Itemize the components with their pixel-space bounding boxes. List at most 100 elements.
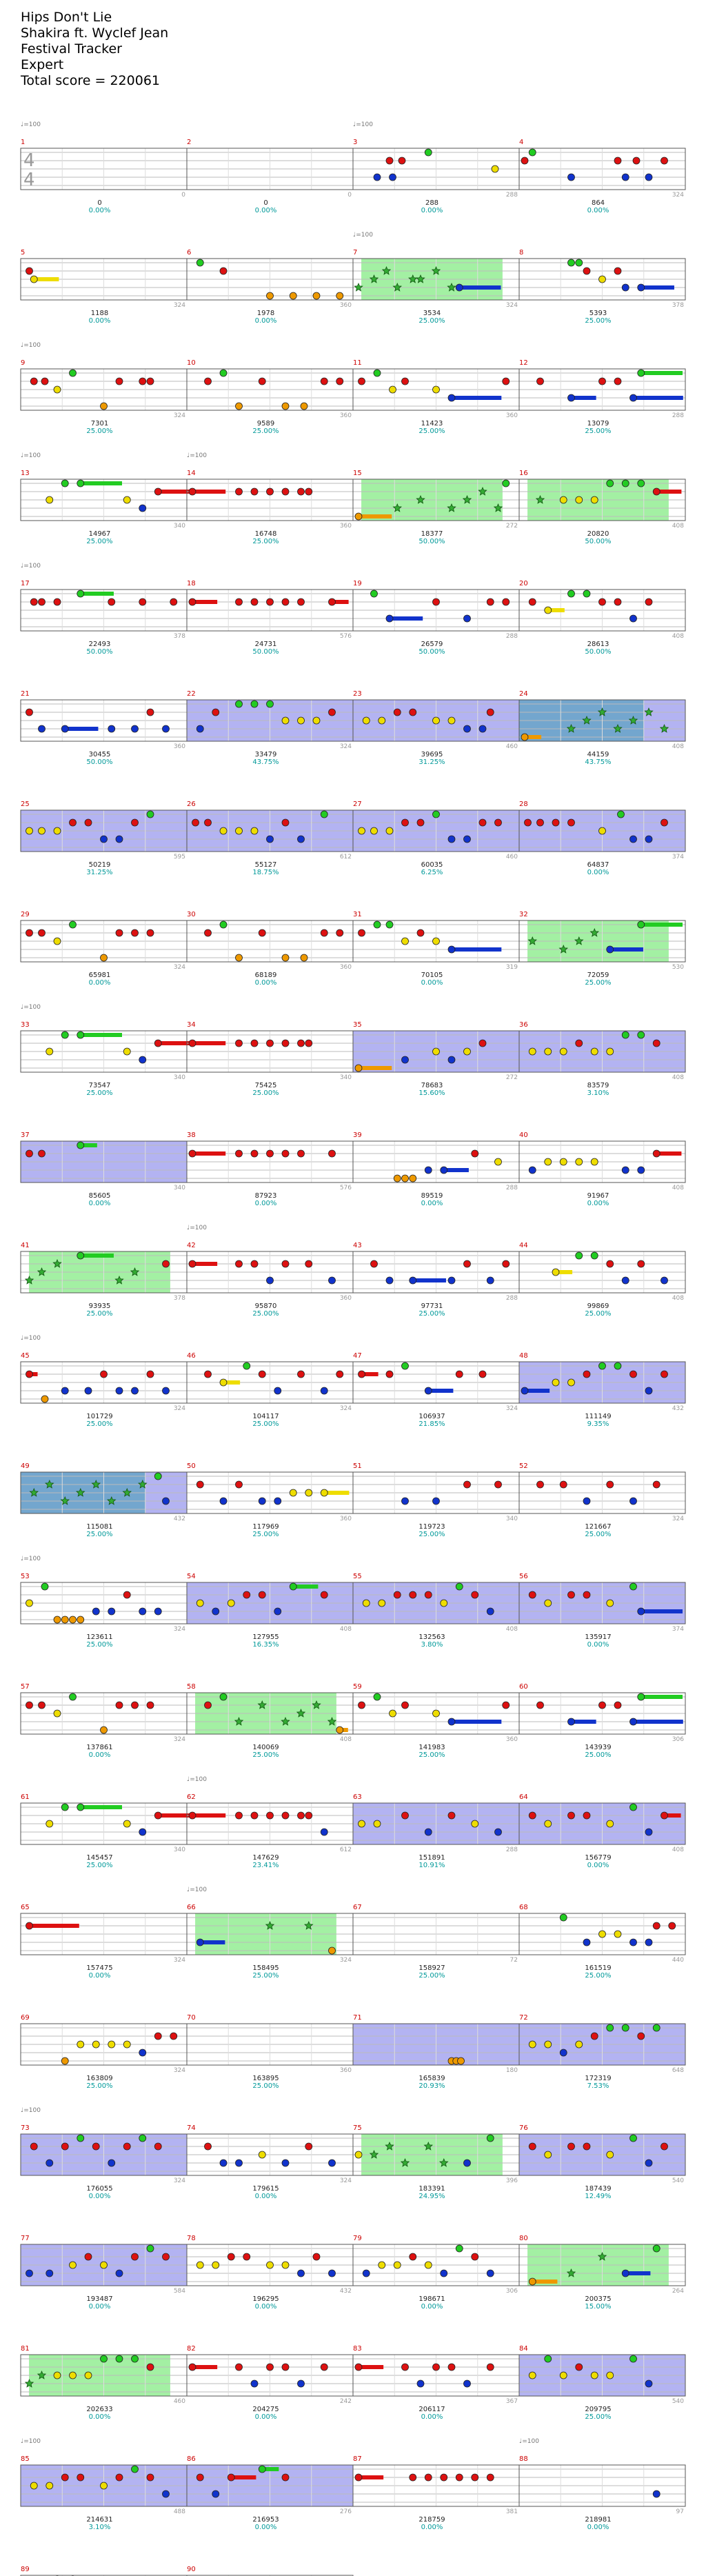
measure-number: 28 xyxy=(519,801,528,808)
measure-percent: 25.00% xyxy=(86,1310,112,1318)
note-b xyxy=(274,1387,282,1395)
measure-border xyxy=(518,368,686,411)
note-r xyxy=(84,818,92,827)
measure-percent: 25.00% xyxy=(252,427,279,435)
measure-83 xyxy=(352,2354,520,2397)
note-b xyxy=(478,725,487,733)
sustain-tail xyxy=(29,1372,38,1376)
note-g xyxy=(637,1693,645,1701)
note-y xyxy=(544,1820,552,1828)
note-y xyxy=(46,2482,54,2490)
measure-31 xyxy=(352,920,520,963)
note-y xyxy=(123,496,131,504)
measure-score: 26579 xyxy=(421,641,443,648)
note-g xyxy=(575,259,583,267)
note-y xyxy=(590,1158,598,1166)
measure-ticks: 595 xyxy=(174,854,185,861)
note-b xyxy=(424,1828,432,1836)
note-o xyxy=(100,954,108,962)
measure-number: 31 xyxy=(353,911,362,918)
note-r xyxy=(528,1811,536,1820)
measure-number: 85 xyxy=(21,2455,30,2463)
measure-ticks: 381 xyxy=(506,2508,518,2515)
note-g xyxy=(373,369,381,377)
measure-percent: 25.00% xyxy=(585,2413,611,2421)
measure-percent: 0.00% xyxy=(89,2193,111,2200)
measure-72 xyxy=(518,2023,686,2066)
measure-number: 68 xyxy=(519,1904,528,1911)
note-r xyxy=(188,1149,196,1158)
note-b xyxy=(621,2269,629,2277)
measure-percent: 6.25% xyxy=(421,869,443,876)
note-y xyxy=(494,1158,502,1166)
measure-number: 19 xyxy=(353,580,362,587)
note-b xyxy=(629,614,637,623)
note-g xyxy=(528,148,536,157)
note-r xyxy=(227,2253,235,2261)
sustain-tail xyxy=(324,1491,350,1495)
sustain-tail xyxy=(223,1380,241,1385)
measure-percent: 25.00% xyxy=(585,1751,611,1759)
measure-percent: 0.00% xyxy=(89,317,111,325)
note-r xyxy=(354,2363,363,2371)
note-r xyxy=(305,1039,313,1047)
note-r xyxy=(528,2142,536,2151)
measure-percent: 21.85% xyxy=(418,1420,445,1428)
measure-border xyxy=(518,1913,686,1955)
note-b xyxy=(424,1387,432,1395)
note-b xyxy=(486,1276,494,1285)
note-g xyxy=(77,590,85,598)
note-r xyxy=(552,818,560,827)
note-b xyxy=(219,1497,228,1505)
measure-score: 11423 xyxy=(421,420,443,427)
measure-number: 77 xyxy=(21,2235,30,2242)
measure-percent: 0.00% xyxy=(421,2303,443,2311)
star-note xyxy=(597,707,607,716)
note-r xyxy=(583,1591,591,1599)
note-y xyxy=(53,937,61,945)
note-g xyxy=(424,148,432,157)
measure-ticks: 530 xyxy=(672,964,684,971)
tracker-name: Festival Tracker xyxy=(21,41,122,57)
note-r xyxy=(328,1149,336,1158)
measure-ticks: 340 xyxy=(174,1074,185,1081)
measure-51 xyxy=(352,1471,520,1514)
note-r xyxy=(645,598,653,606)
note-b xyxy=(373,173,381,181)
measure-number: 22 xyxy=(187,690,196,698)
star-note xyxy=(644,707,654,716)
note-r xyxy=(660,157,668,165)
note-b xyxy=(424,1166,432,1174)
note-b xyxy=(447,945,456,954)
note-g xyxy=(41,1582,49,1591)
sustain-tail xyxy=(571,1720,596,1724)
note-b xyxy=(486,2269,494,2277)
note-g xyxy=(370,590,378,598)
measure-number: 87 xyxy=(353,2455,362,2463)
sustain-tail xyxy=(656,490,682,494)
measure-number: 46 xyxy=(187,1352,196,1360)
measure-score: 145457 xyxy=(86,1854,112,1862)
note-r xyxy=(305,1811,313,1820)
measure-87 xyxy=(352,2464,520,2507)
note-r xyxy=(196,1480,204,1489)
measure-percent: 25.00% xyxy=(585,1310,611,1318)
note-r xyxy=(131,2253,139,2261)
note-r xyxy=(204,1370,212,1378)
measure-ticks: 408 xyxy=(672,1295,684,1302)
note-b xyxy=(115,1387,123,1395)
note-b xyxy=(385,1276,394,1285)
note-o xyxy=(393,1174,401,1183)
measure-percent: 10.91% xyxy=(418,1862,445,1869)
measure-score: 93935 xyxy=(89,1302,111,1310)
star-note xyxy=(527,936,538,945)
note-r xyxy=(266,1811,274,1820)
note-y xyxy=(362,1599,370,1607)
note-y xyxy=(196,2261,204,2269)
measure-ticks: 432 xyxy=(340,2288,352,2295)
note-r xyxy=(486,2473,494,2482)
note-g xyxy=(146,2244,154,2253)
note-b xyxy=(440,2269,448,2277)
note-b xyxy=(46,2269,54,2277)
measure-ticks: 288 xyxy=(506,192,518,199)
